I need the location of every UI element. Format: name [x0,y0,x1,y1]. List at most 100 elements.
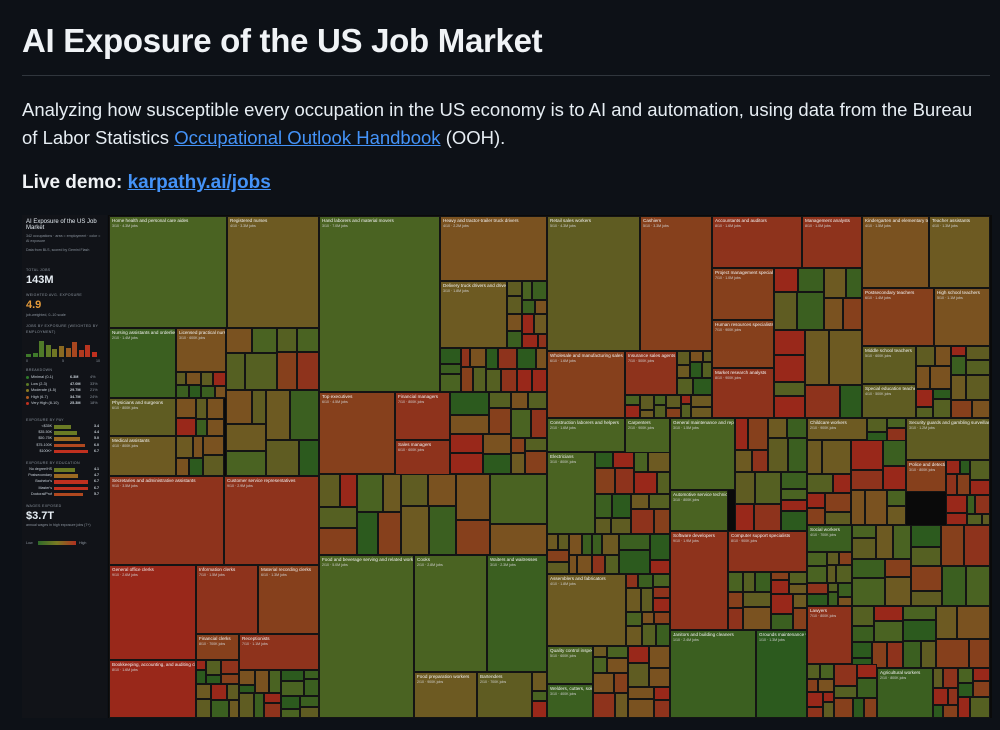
treemap-tile[interactable] [319,474,340,507]
treemap-tile[interactable] [239,685,255,693]
treemap-tile[interactable] [558,534,569,550]
treemap-tile[interactable]: Police and detectives3/10 · 800K jobs [906,460,946,492]
treemap-tile[interactable]: Delivery truck drivers and driver/sales … [440,281,507,348]
treemap-tile[interactable] [547,562,569,574]
treemap-tile[interactable] [255,670,269,693]
treemap-tile[interactable] [748,418,768,450]
treemap-tile[interactable] [281,696,300,709]
treemap-tile[interactable] [957,474,970,495]
treemap-tile[interactable] [874,606,903,621]
treemap-tile[interactable] [840,385,862,418]
treemap-tile[interactable] [930,366,951,389]
treemap-tile[interactable] [189,385,201,398]
treemap-tile[interactable] [642,612,654,624]
treemap-tile[interactable] [569,555,577,574]
treemap-tile[interactable] [297,352,319,390]
treemap-tile[interactable] [211,684,227,700]
treemap-tile[interactable] [176,436,193,458]
treemap-tile[interactable] [824,298,843,330]
treemap-tile[interactable] [207,398,224,419]
ooh-link[interactable]: Occupational Outlook Handbook [174,127,441,148]
treemap-tile[interactable] [916,389,933,407]
treemap-tile[interactable] [595,494,612,518]
treemap-tile[interactable] [538,334,547,348]
treemap-tile[interactable] [768,438,788,472]
treemap-tile[interactable] [807,583,828,594]
treemap-tile[interactable] [852,559,885,578]
treemap-tile[interactable]: Physicians and surgeons 6/10 · 800K jobs [109,398,176,436]
treemap-tile[interactable] [941,525,964,566]
treemap-tile[interactable] [916,346,935,366]
treemap-tile[interactable] [641,588,653,612]
treemap-tile[interactable]: Quality control inspectors5/10 · 600K jo… [547,646,593,684]
treemap-tile[interactable] [547,550,569,562]
treemap-tile[interactable] [793,594,807,608]
treemap-tile[interactable]: Food and beverage serving and related wo… [319,555,414,718]
treemap-tile[interactable] [654,405,666,418]
treemap-tile[interactable] [593,646,607,657]
treemap-tile[interactable] [648,452,670,472]
treemap-tile[interactable] [807,493,825,508]
treemap-tile[interactable] [789,584,807,594]
treemap-tile[interactable]: High school teachers 5/10 · 1.1M jobs [934,288,990,346]
treemap-tile[interactable] [206,660,221,675]
treemap-tile[interactable] [852,525,876,538]
treemap-tile[interactable] [807,440,822,474]
treemap-tile[interactable] [728,592,743,608]
treemap-tile[interactable]: Social workers 4/10 · 700K jobs [807,525,852,552]
treemap-tile[interactable] [634,472,657,494]
treemap-tile[interactable] [774,382,805,396]
treemap-tile[interactable] [828,583,838,592]
treemap-tile[interactable] [176,418,196,436]
treemap-tile[interactable] [634,452,648,472]
treemap-tile[interactable]: Retail sales workers 5/10 · 4.3M jobs [547,216,640,351]
treemap-tile[interactable]: Construction laborers and helpers 2/10 · … [547,418,625,452]
treemap-tile[interactable] [656,624,670,646]
treemap-tile[interactable] [211,700,229,718]
treemap-tile[interactable] [973,681,990,697]
treemap-tile[interactable] [383,474,401,512]
treemap-tile[interactable] [946,495,967,513]
treemap-tile[interactable] [619,550,650,574]
treemap-tile[interactable] [807,594,828,606]
treemap-tile[interactable] [456,474,490,520]
treemap-tile[interactable] [483,454,511,474]
treemap-tile[interactable] [461,348,470,367]
treemap-tile[interactable] [951,346,966,356]
treemap-tile[interactable] [846,268,862,298]
treemap-tile[interactable] [378,512,401,555]
treemap-tile[interactable] [264,693,281,703]
treemap-tile[interactable] [852,538,876,559]
treemap-tile[interactable] [951,375,966,400]
treemap-tile[interactable] [532,281,547,300]
treemap-tile[interactable] [615,468,634,494]
treemap-tile[interactable] [507,296,522,314]
treemap-tile[interactable] [852,606,874,626]
treemap-tile[interactable] [805,385,840,418]
treemap-tile[interactable] [176,458,189,476]
treemap-tile[interactable] [357,474,383,512]
treemap-tile[interactable]: Accountants and auditors 8/10 · 1.6M jobs [712,216,802,268]
treemap-tile[interactable] [807,679,818,692]
treemap-tile[interactable] [728,572,743,592]
treemap-tile[interactable] [691,395,712,407]
treemap-tile[interactable] [887,506,906,525]
treemap-tile[interactable] [625,405,640,418]
treemap-tile[interactable] [793,608,807,630]
treemap-tile[interactable] [752,450,768,472]
treemap-tile[interactable] [774,396,805,418]
treemap-tile[interactable] [943,705,958,718]
treemap-tile[interactable] [946,513,967,525]
treemap-tile[interactable] [874,621,903,642]
treemap-tile[interactable] [473,367,486,392]
treemap-tile[interactable] [626,574,638,588]
treemap-tile[interactable]: Management analysts 8/10 · 1.0M jobs [802,216,862,268]
treemap-tile[interactable] [827,565,836,583]
treemap-tile[interactable] [825,493,851,512]
treemap-tile[interactable]: Special education teachers 4/10 · 500K jo… [862,384,916,418]
treemap-tile[interactable] [649,494,670,509]
treemap-tile[interactable] [893,525,911,559]
treemap-tile[interactable] [206,675,221,684]
treemap-tile[interactable] [818,679,834,692]
treemap-tile[interactable] [824,268,846,298]
